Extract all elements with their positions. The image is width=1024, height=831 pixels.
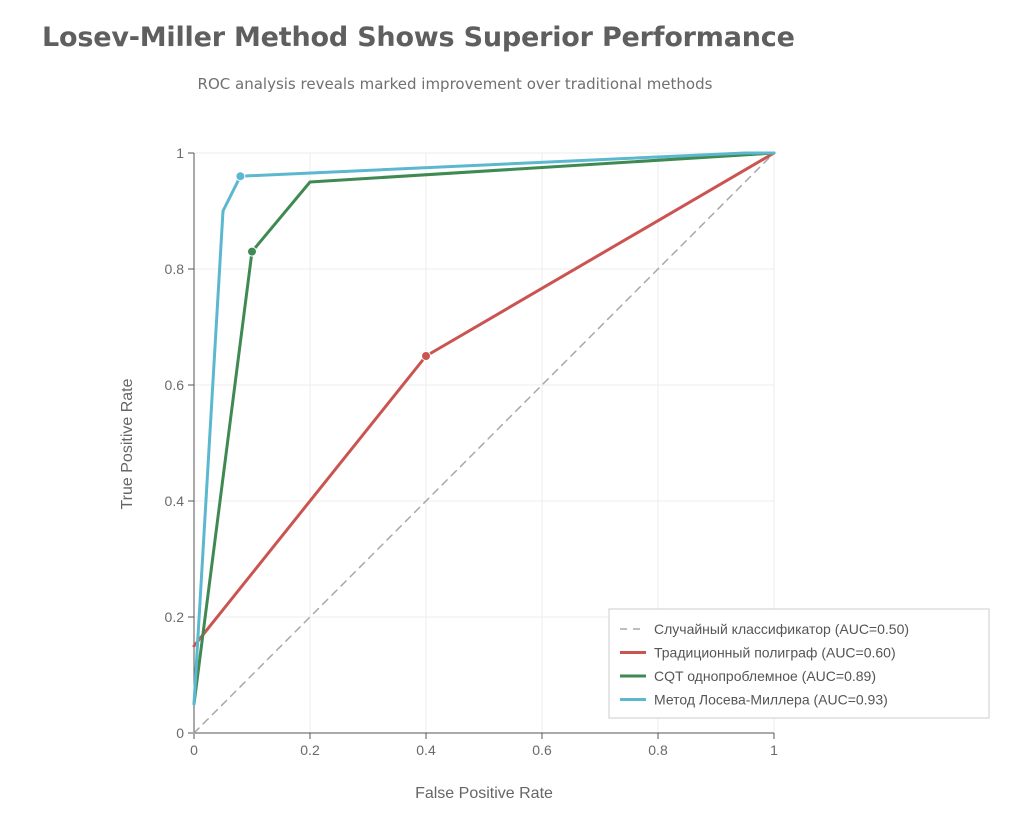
- series-marker-2: [247, 246, 257, 257]
- x-axis-title: False Positive Rate: [415, 785, 553, 802]
- legend-entry-2: CQT однопроблемное (AUC=0.89): [654, 668, 876, 684]
- x-tick-label: 0.8: [648, 742, 668, 758]
- series-line-2: [192, 151, 776, 706]
- y-tick-label: 0.2: [165, 609, 185, 625]
- x-tick-label: 0.4: [416, 742, 436, 758]
- chart-title: Losev-Miller Method Shows Superior Perfo…: [42, 22, 795, 53]
- series-marker-3: [235, 171, 246, 182]
- x-tick-label: 1: [770, 742, 778, 758]
- y-tick-label: 0.8: [165, 261, 185, 277]
- x-tick-label: 0.2: [300, 742, 320, 758]
- x-tick-label: 0.6: [532, 742, 552, 758]
- legend-box: [608, 608, 990, 719]
- legend-entry-1: Традиционный полиграф (AUC=0.60): [654, 645, 896, 661]
- y-tick-label: 0: [176, 725, 184, 741]
- legend-entry-3: Метод Лосева-Миллера (AUC=0.93): [654, 692, 888, 708]
- series-marker-1: [421, 351, 431, 361]
- legend-entry-0: Случайный классификатор (AUC=0.50): [654, 621, 909, 637]
- chart-subtitle: ROC analysis reveals marked improvement …: [197, 75, 713, 93]
- x-tick-label: 0: [190, 742, 198, 758]
- y-tick-label: 0.6: [165, 377, 185, 393]
- series-line-1: [192, 151, 776, 648]
- series-layer: [192, 151, 776, 734]
- series-line-0: [193, 152, 775, 734]
- axes: 0 0.2 0.4 0.6 0.8 1 0 0.2 0.4 0.6 0.8 1 False Positi…: [119, 145, 778, 802]
- y-tick-label: 0.4: [165, 493, 185, 509]
- legend: Случайный классификатор (AUC=0.50) Традиц…: [608, 608, 990, 719]
- y-axis-title: True Positive Rate: [119, 378, 136, 509]
- y-tick-label: 1: [176, 145, 184, 161]
